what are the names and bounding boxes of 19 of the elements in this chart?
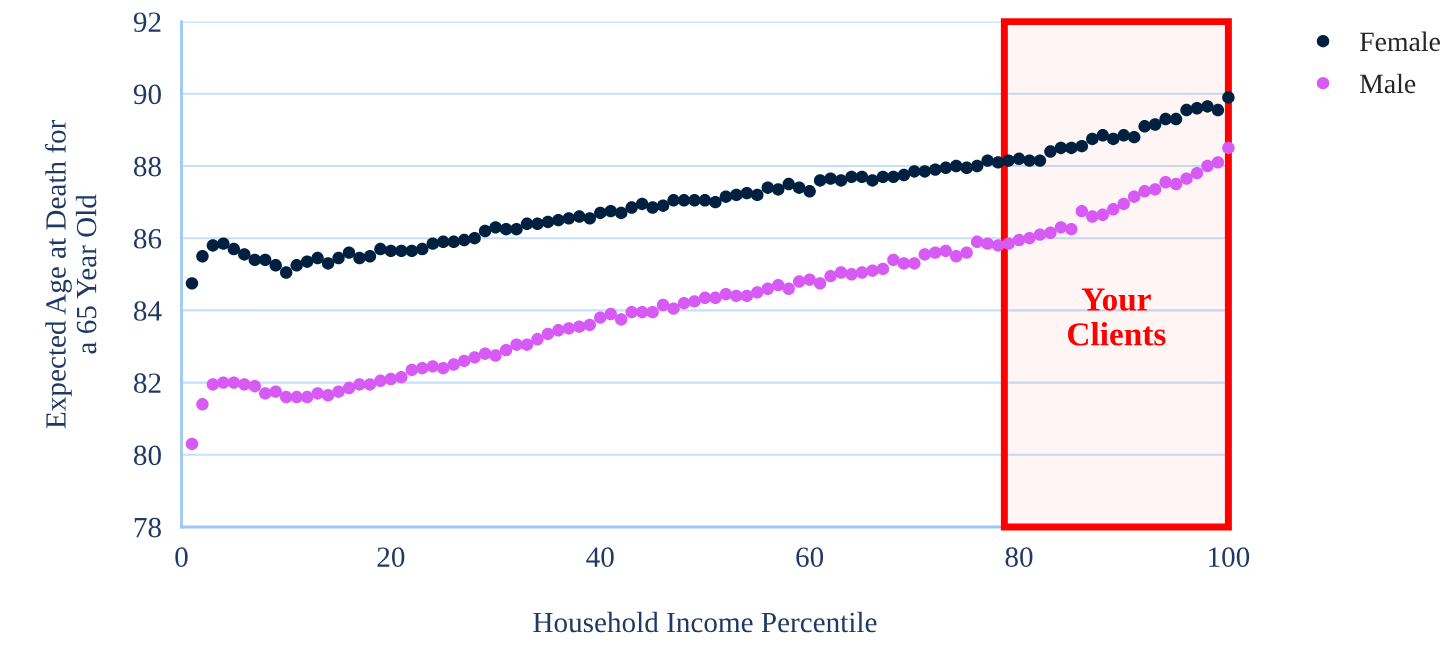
y-tick-label: 80	[134, 445, 161, 466]
y-tick-label: 82	[134, 373, 161, 394]
x-tick-label: 100	[1209, 547, 1250, 567]
y-tick-label: 84	[134, 301, 162, 321]
y-tick-label: 92	[133, 12, 161, 33]
x-tick-label: 20	[377, 547, 405, 567]
y-tick-label: 88	[134, 156, 161, 177]
y-tick-label: 90	[133, 84, 161, 105]
legend-label: Male	[1359, 73, 1416, 94]
y-axis-title: Expected Age at Death for a 65 Year Old	[45, 119, 97, 429]
band-label: Your Clients	[1068, 288, 1166, 346]
legend-label: Female	[1359, 31, 1440, 52]
x-axis-title: Household Income Percentile	[533, 611, 877, 633]
x-tick-label: 40	[586, 547, 614, 567]
x-tick-label: 60	[796, 547, 824, 567]
y-tick-label: 86	[134, 228, 162, 249]
y-tick-label: 78	[134, 517, 161, 538]
x-tick-label: 80	[1005, 547, 1033, 567]
x-tick-label: 0	[175, 547, 188, 567]
